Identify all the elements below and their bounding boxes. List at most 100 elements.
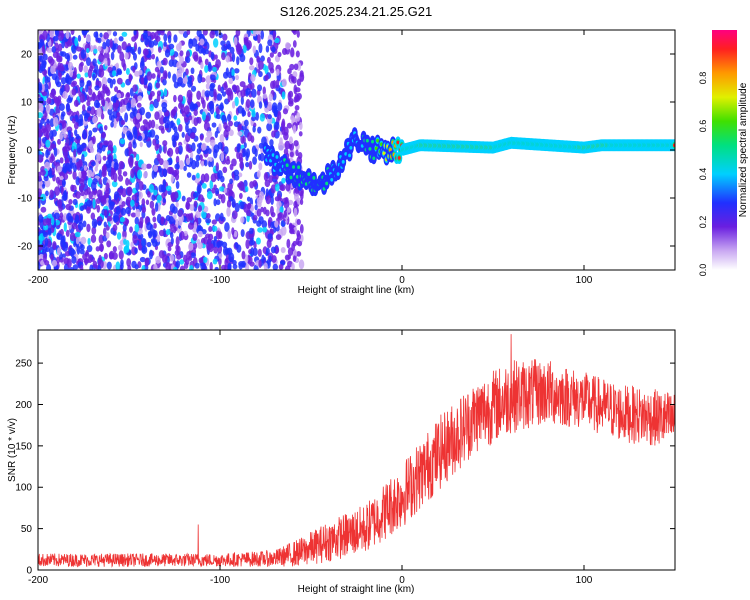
noise-blob <box>227 182 233 191</box>
noise-blob <box>228 120 234 127</box>
noise-blob <box>101 170 107 178</box>
noise-blob <box>86 100 91 107</box>
noise-blob <box>134 247 138 255</box>
noise-blob <box>98 169 103 179</box>
noise-blob <box>158 165 162 173</box>
noise-blob <box>77 35 82 42</box>
noise-blob <box>138 180 144 191</box>
noise-blob <box>92 198 96 209</box>
noise-blob <box>162 168 168 178</box>
noise-blob <box>143 34 148 40</box>
noise-blob <box>59 55 63 63</box>
noise-blob <box>197 230 203 238</box>
noise-blob <box>177 209 183 217</box>
noise-blob <box>75 142 81 153</box>
noise-blob <box>71 44 77 54</box>
noise-blob <box>51 73 58 81</box>
noise-blob <box>264 74 269 81</box>
noise-blob <box>148 249 154 260</box>
noise-blob <box>221 45 228 52</box>
noise-blob <box>112 70 117 77</box>
noise-blob <box>64 53 70 60</box>
noise-blob <box>154 66 160 73</box>
colorbar-tick-label: 0.6 <box>698 120 708 133</box>
snr-series-line <box>38 334 675 568</box>
noise-blob <box>213 235 217 242</box>
noise-blob <box>62 91 68 100</box>
noise-blob <box>148 119 152 129</box>
noise-blob <box>45 123 51 133</box>
noise-blob <box>97 264 102 270</box>
noise-blob <box>145 111 152 119</box>
noise-blob <box>156 90 162 97</box>
noise-blob <box>116 77 123 85</box>
noise-blob <box>65 229 70 237</box>
noise-blob <box>179 50 184 57</box>
noise-blob <box>158 229 165 237</box>
noise-blob <box>102 83 106 91</box>
noise-blob <box>285 42 291 50</box>
noise-blob <box>89 147 95 153</box>
noise-blob <box>234 174 240 181</box>
noise-blob <box>198 56 202 63</box>
noise-blob <box>82 129 87 140</box>
noise-blob <box>148 40 155 48</box>
spectrogram-xtick-label: 0 <box>399 275 405 286</box>
noise-blob <box>189 151 194 159</box>
noise-blob <box>154 31 159 41</box>
noise-blob <box>162 254 168 264</box>
noise-blob <box>38 103 44 112</box>
noise-blob <box>160 216 165 222</box>
noise-blob <box>191 38 198 47</box>
noise-blob <box>246 196 251 202</box>
noise-blob <box>121 187 127 198</box>
noise-blob <box>118 160 125 170</box>
noise-blob <box>255 111 259 121</box>
noise-blob <box>130 241 134 249</box>
snr-ytick-label: 150 <box>15 441 32 452</box>
noise-blob <box>177 94 184 103</box>
noise-blob <box>63 64 69 72</box>
noise-blob <box>147 131 152 138</box>
noise-blob <box>79 79 85 88</box>
noise-blob <box>257 126 262 134</box>
ridge-core <box>312 176 316 180</box>
noise-blob <box>87 105 92 112</box>
noise-blob <box>173 94 177 103</box>
noise-blob <box>296 30 300 38</box>
noise-blob <box>163 116 167 124</box>
noise-blob <box>116 69 123 76</box>
snr-ytick-label: 50 <box>21 524 33 535</box>
noise-blob <box>87 141 92 150</box>
noise-blob <box>188 115 193 121</box>
noise-blob <box>65 77 72 85</box>
noise-blob <box>102 227 107 237</box>
noise-blob <box>228 195 234 202</box>
noise-blob <box>179 265 186 270</box>
noise-blob <box>225 158 231 165</box>
noise-blob <box>173 266 178 270</box>
ridge-core <box>388 148 392 152</box>
noise-blob <box>249 227 254 235</box>
noise-blob <box>125 177 130 186</box>
noise-blob <box>135 153 140 162</box>
noise-blob <box>281 177 286 184</box>
noise-blob <box>215 114 222 120</box>
noise-blob <box>59 51 64 57</box>
noise-blob <box>146 71 153 81</box>
noise-blob <box>183 165 187 172</box>
noise-blob <box>197 205 203 212</box>
noise-blob <box>64 162 71 171</box>
noise-blob <box>38 253 45 260</box>
noise-blob <box>183 254 188 263</box>
noise-blob <box>241 107 245 117</box>
noise-blob <box>79 205 85 212</box>
noise-blob <box>284 265 291 270</box>
spectrogram-ytick-label: 10 <box>21 98 33 109</box>
noise-blob <box>186 30 191 36</box>
noise-blob <box>195 154 201 162</box>
noise-blob <box>69 68 74 78</box>
noise-blob <box>73 148 77 158</box>
noise-blob <box>131 260 137 269</box>
noise-blob <box>40 206 47 213</box>
